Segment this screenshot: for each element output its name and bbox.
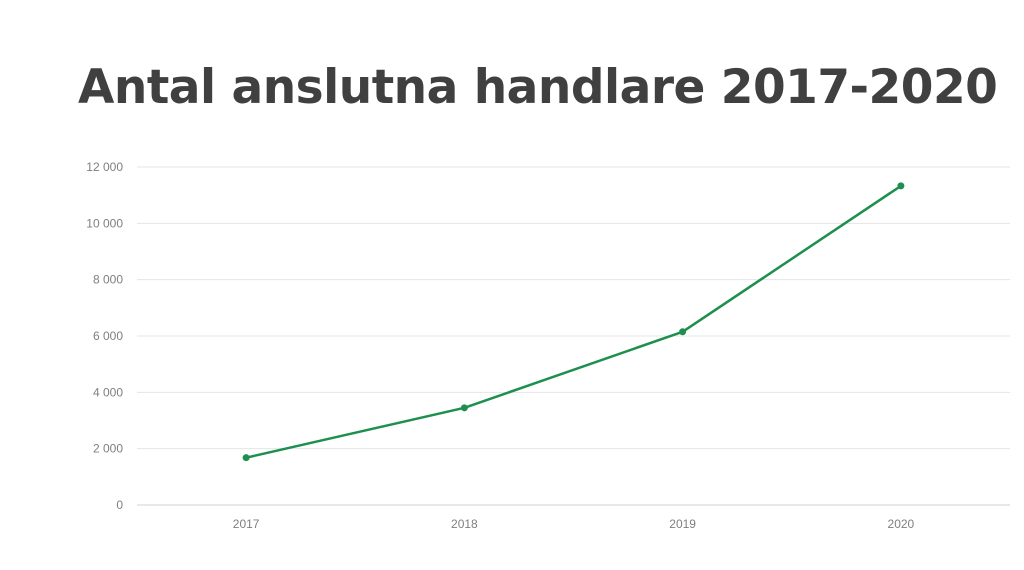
gridlines (137, 166, 1010, 506)
y-tick-label: 12 000 (86, 160, 123, 174)
y-tick-label: 4 000 (93, 385, 123, 399)
chart-title: Antal anslutna handlare 2017-2020 (78, 60, 998, 115)
y-tick-label: 8 000 (93, 273, 123, 287)
x-axis-tick-labels: 2017 2018 2019 2020 (233, 517, 915, 531)
y-tick-label: 6 000 (93, 329, 123, 343)
y-axis-tick-labels: 0 2 000 4 000 6 000 8 000 10 000 12 000 (86, 160, 123, 512)
series-layer (242, 182, 905, 462)
x-tick-label: 2017 (233, 517, 260, 531)
data-point (897, 182, 905, 190)
x-tick-label: 2020 (888, 517, 915, 531)
data-point (242, 454, 250, 462)
y-tick-label: 2 000 (93, 442, 123, 456)
x-tick-label: 2019 (669, 517, 696, 531)
data-point (460, 404, 468, 412)
x-tick-label: 2018 (451, 517, 478, 531)
data-point (679, 328, 687, 336)
y-tick-label: 0 (116, 498, 123, 512)
series-line (244, 184, 903, 459)
y-tick-label: 10 000 (86, 216, 123, 230)
